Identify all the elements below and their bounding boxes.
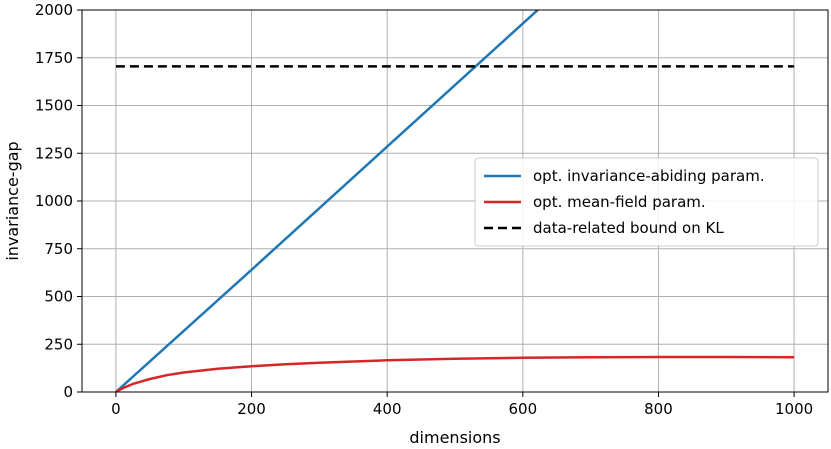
series-line-1 [115, 355, 795, 392]
legend-box [474, 157, 819, 247]
y-tick-label: 0 [63, 383, 73, 401]
x-axis-label: dimensions [409, 428, 500, 447]
x-axis-ticks: 0 200 400 600 800 1000 [111, 392, 813, 418]
x-tick-label: 0 [111, 400, 121, 418]
y-tick-label: 500 [44, 288, 73, 306]
y-tick-label: 1250 [35, 144, 73, 162]
x-tick-label: 400 [373, 400, 402, 418]
legend-label-kl-bound: data-related bound on KL [533, 219, 724, 237]
series-lines [115, 10, 795, 392]
y-axis-ticks: 0 250 500 750 1000 1250 1500 1750 2000 [35, 1, 82, 401]
legend: opt. invariance-abiding param. opt. mean… [474, 157, 819, 247]
y-axis-label: invariance-gap [3, 141, 22, 260]
y-tick-label: 1750 [35, 49, 73, 67]
y-tick-label: 1000 [35, 192, 73, 210]
y-tick-label: 750 [44, 240, 73, 258]
x-tick-label: 800 [644, 400, 673, 418]
x-tick-label: 1000 [775, 400, 813, 418]
y-tick-label: 1500 [35, 97, 73, 115]
y-tick-label: 2000 [35, 1, 73, 19]
series-line-0 [115, 10, 539, 392]
x-tick-label: 200 [237, 400, 266, 418]
legend-label-invariance-abiding: opt. invariance-abiding param. [533, 167, 765, 185]
legend-label-mean-field: opt. mean-field param. [533, 193, 706, 211]
y-tick-label: 250 [44, 335, 73, 353]
x-tick-label: 600 [508, 400, 537, 418]
